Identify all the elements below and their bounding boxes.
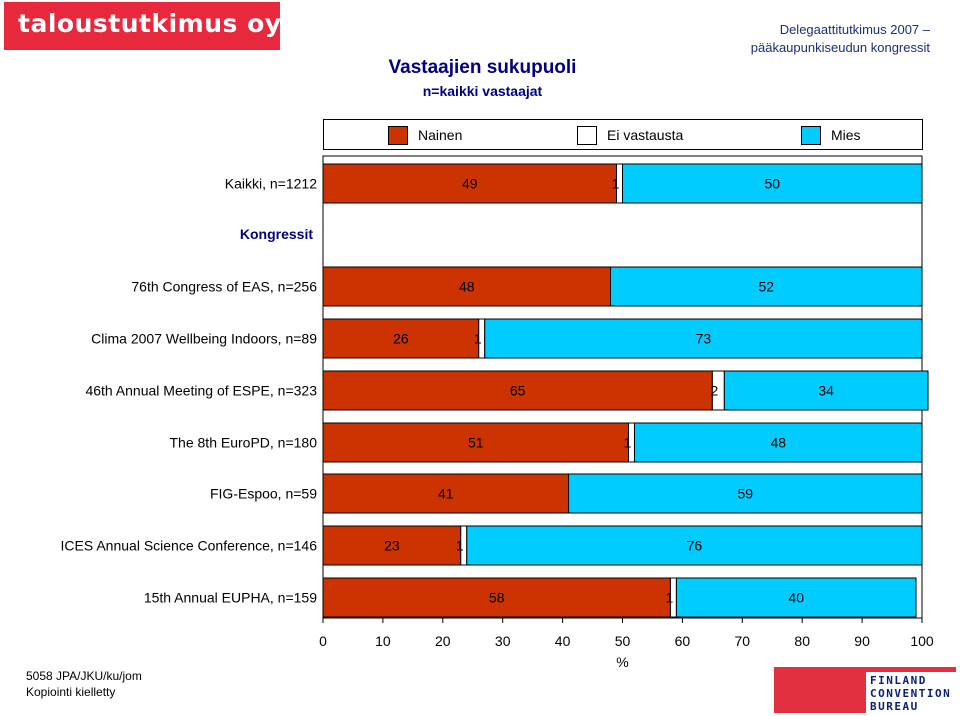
category-label-5: FIG-Espoo, n=59: [210, 486, 317, 502]
bar-mies-4: [633, 422, 923, 463]
data-label-1-4: 1: [624, 435, 632, 451]
chart-legend: Nainen Ei vastausta Mies: [323, 119, 923, 150]
chart-title-block: Vastaajien sukupuoli n=kaikki vastaajat: [360, 57, 605, 99]
legend-label-nainen: Nainen: [418, 127, 463, 143]
footer-info: 5058 JPA/JKU/ku/jom Kopiointi kielletty: [26, 668, 142, 700]
study-subtitle: pääkaupunkiseudun kongressit: [750, 40, 930, 55]
chart-subtitle: n=kaikki vastaajat: [422, 83, 543, 99]
copyright-notice: Kopiointi kielletty: [26, 685, 116, 699]
data-label-1-0: 1: [612, 176, 620, 192]
data-label-1-2: 1: [474, 331, 482, 347]
bar-mies-6: [466, 525, 923, 566]
bar-nainen-5: [322, 473, 570, 514]
legend-item-ei-vastausta: Ei vastausta: [577, 126, 684, 145]
fcb-line-3: BUREAU: [870, 700, 919, 713]
x-tick-label-70: 70: [735, 633, 751, 649]
x-tick-label-50: 50: [615, 633, 631, 649]
study-title: Delegaattitutkimus 2007 –: [779, 22, 930, 37]
x-tick-label-100: 100: [910, 633, 934, 649]
bar-nainen-2: [322, 318, 480, 359]
data-label-0-0: 49: [462, 176, 478, 192]
bar-nainen-7: [322, 577, 671, 618]
x-tick-label-90: 90: [854, 633, 870, 649]
data-label-2-3: 34: [818, 383, 834, 399]
bar-mies-1: [610, 266, 923, 307]
legend-swatch-ei-vastausta: [577, 126, 597, 145]
data-label-0-1: 48: [459, 279, 475, 295]
chart-title: Vastaajien sukupuoli: [388, 57, 577, 78]
legend-item-nainen: Nainen: [388, 126, 463, 145]
data-label-2-4: 48: [770, 435, 786, 451]
data-label-2-1: 52: [758, 279, 774, 295]
data-label-0-4: 51: [468, 435, 484, 451]
legend-label-ei-vastausta: Ei vastausta: [607, 127, 684, 143]
bar-nainen-3: [322, 370, 713, 411]
fcb-line-1: FINLAND: [870, 674, 927, 687]
bar-nainen-1: [322, 266, 612, 307]
bar-nainen-4: [322, 422, 629, 463]
fcb-logo-panel: FINLAND CONVENTION BUREAU: [866, 672, 956, 713]
data-label-1-7: 1: [666, 590, 674, 606]
report-code: 5058 JPA/JKU/ku/jom: [26, 669, 142, 683]
data-label-2-2: 73: [696, 331, 712, 347]
bar-mies-3: [723, 370, 929, 411]
category-label-4: The 8th EuroPD, n=180: [170, 435, 318, 451]
x-tick-label-40: 40: [555, 633, 571, 649]
x-axis-label: %: [616, 654, 628, 670]
category-label-6: ICES Annual Science Conference, n=146: [61, 538, 318, 554]
category-label-0: Kaikki, n=1212: [225, 176, 317, 192]
data-label-0-7: 58: [489, 590, 505, 606]
x-tick-label-0: 0: [319, 633, 327, 649]
data-label-0-6: 23: [384, 538, 400, 554]
data-label-2-5: 59: [738, 486, 754, 502]
bar-nainen-0: [322, 163, 618, 204]
data-label-1-3: 2: [710, 383, 718, 399]
category-label-7: 15th Annual EUPHA, n=159: [144, 590, 317, 606]
x-tick-label-30: 30: [495, 633, 511, 649]
x-tick-label-10: 10: [375, 633, 391, 649]
legend-swatch-nainen: [388, 126, 408, 145]
category-label-1: 76th Congress of EAS, n=256: [131, 279, 317, 295]
category-label-2: Clima 2007 Wellbeing Indoors, n=89: [91, 331, 317, 347]
logo-text: taloustutkimus oy: [18, 9, 282, 38]
bar-mies-2: [484, 318, 923, 359]
bar-mies-5: [568, 473, 923, 514]
study-info: Delegaattitutkimus 2007 – pääkaupunkiseu…: [751, 21, 930, 57]
data-label-2-0: 50: [764, 176, 780, 192]
data-label-2-6: 76: [687, 538, 703, 554]
section-label-kongressit: Kongressit: [240, 226, 313, 242]
legend-swatch-mies: [801, 126, 821, 145]
bar-nainen-6: [322, 525, 462, 566]
data-label-0-2: 26: [393, 331, 409, 347]
data-label-2-7: 40: [788, 590, 804, 606]
legend-item-mies: Mies: [801, 126, 861, 145]
data-label-1-6: 1: [456, 538, 464, 554]
x-tick-label-20: 20: [435, 633, 451, 649]
data-label-0-5: 41: [438, 486, 454, 502]
category-label-3: 46th Annual Meeting of ESPE, n=323: [85, 383, 317, 399]
logo: taloustutkimus oy: [4, 2, 282, 50]
finland-convention-bureau-logo: FINLAND CONVENTION BUREAU: [774, 667, 956, 713]
x-tick-label-80: 80: [794, 633, 810, 649]
x-tick-label-60: 60: [675, 633, 691, 649]
legend-label-mies: Mies: [831, 127, 861, 143]
bar-mies-7: [675, 577, 917, 618]
fcb-line-2: CONVENTION: [870, 687, 952, 700]
data-label-0-3: 65: [510, 383, 526, 399]
bar-mies-0: [622, 163, 923, 204]
